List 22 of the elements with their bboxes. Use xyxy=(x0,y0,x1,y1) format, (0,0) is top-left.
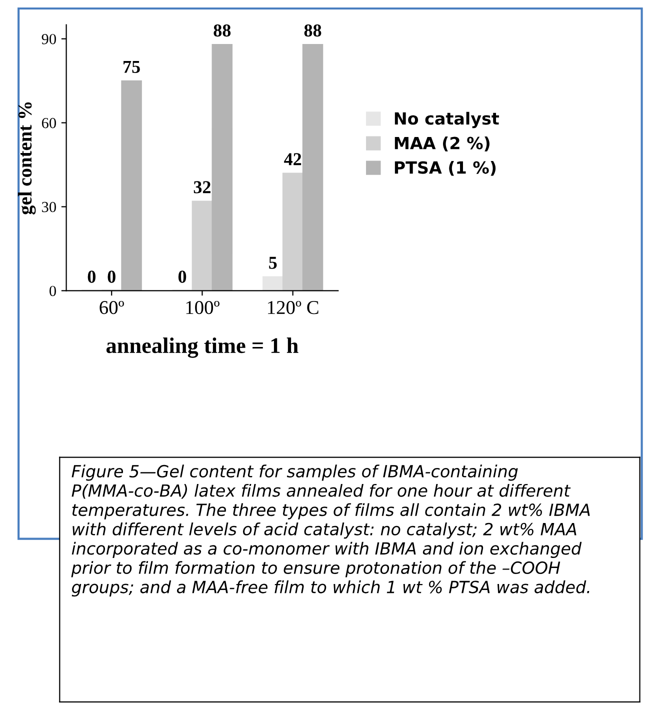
data-label: 88 xyxy=(304,24,322,37)
x-axis-title: annealing time = 1 h xyxy=(106,337,298,358)
legend-label: MAA (2 %) xyxy=(394,136,490,152)
legend-label: No catalyst xyxy=(394,112,500,128)
caption: Figure 5—Gel content for samples of IBMA-containing P(MMA-co-BA) latex films annealed for one hour at different temperatures. The three types of films all contain 2 wt% IBMA with different levels of acid catalyst: no catalyst; 2 wt% MAA incorporated as a co-monomer with IBMA and ion exchanged prior to film formation to ensure protonation of the –COOH groups; and a MAA-free film to which 1 wt % PTSA was added. xyxy=(71,464,590,597)
x-tick-label: 100º xyxy=(186,300,220,314)
data-label: 88 xyxy=(214,24,231,37)
y-axis-title: gel content % xyxy=(18,102,36,214)
data-label: 0 xyxy=(108,270,116,283)
data-label: 32 xyxy=(194,181,210,194)
y-tick-label: 90 xyxy=(42,34,56,44)
y-tick-label: 0 xyxy=(50,286,56,296)
data-label: 5 xyxy=(269,256,277,269)
data-label: 42 xyxy=(284,153,302,166)
x-tick-label: 120º C xyxy=(268,300,318,314)
data-label: 0 xyxy=(178,270,186,283)
data-label: 0 xyxy=(88,270,96,283)
y-tick-label: 60 xyxy=(42,118,56,128)
y-tick-label: 30 xyxy=(42,202,56,212)
data-label: 75 xyxy=(124,60,140,73)
legend-label: PTSA (1 %) xyxy=(394,160,496,176)
x-tick-label: 60º xyxy=(100,300,124,314)
